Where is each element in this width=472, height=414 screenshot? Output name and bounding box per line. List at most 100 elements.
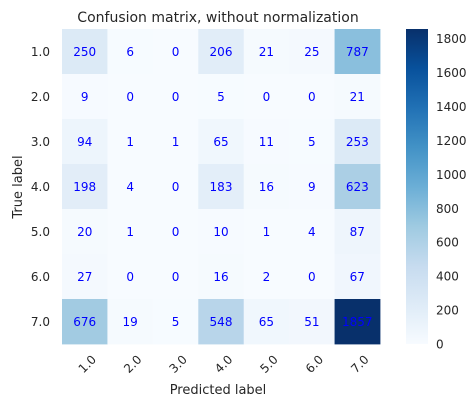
cell-value-label: 25 (304, 45, 319, 59)
cell-value-label: 94 (77, 135, 92, 149)
cell-value-label: 0 (172, 90, 180, 104)
colorbar-tick-label: 200 (436, 304, 459, 318)
cell-value-label: 10 (213, 225, 228, 239)
heatmap-cell (152, 254, 199, 300)
cell-value-label: 253 (346, 135, 369, 149)
cell-value-label: 1 (172, 135, 180, 149)
cell-value-label: 16 (259, 180, 274, 194)
cell-value-label: 21 (259, 45, 274, 59)
colorbar-tick-labels: 0 200 400 600 800 1000 1200 1400 1600 1800 (436, 32, 467, 351)
cell-value-label: 67 (350, 270, 365, 284)
heatmap-cell (152, 74, 199, 120)
x-tick-label: 5.0 (257, 352, 280, 375)
colorbar-tick-label: 400 (436, 270, 459, 284)
cell-value-label: 787 (346, 45, 369, 59)
heatmap-cell (334, 74, 381, 120)
x-tick-label: 3.0 (167, 352, 190, 375)
x-axis-label: Predicted label (170, 383, 267, 398)
heatmap-cell (334, 299, 381, 345)
heatmap-cell (243, 209, 290, 255)
y-tick-label: 3.0 (31, 135, 50, 149)
heatmap-cell (62, 299, 108, 345)
y-tick-label: 5.0 (31, 225, 50, 239)
heatmap-cell (198, 29, 245, 75)
cell-value-label: 0 (308, 90, 316, 104)
x-tick-label: 2.0 (121, 352, 144, 375)
cell-value-label: 0 (126, 90, 134, 104)
heatmap-cell (107, 209, 154, 255)
heatmap-cell (289, 74, 335, 120)
cell-value-label: 9 (81, 90, 89, 104)
heatmap-cell (107, 254, 154, 300)
colorbar-tick-label: 600 (436, 236, 459, 250)
cell-value-label: 1 (126, 135, 134, 149)
cell-value-label: 198 (73, 180, 96, 194)
cell-value-label: 0 (308, 270, 316, 284)
heatmap-cell (107, 29, 154, 75)
heatmap-cell (289, 164, 335, 210)
cell-value-label: 20 (77, 225, 92, 239)
heatmap-cell (289, 254, 335, 300)
x-tick-label: 6.0 (303, 352, 326, 375)
cell-value-label: 0 (172, 270, 180, 284)
x-tick-label: 1.0 (76, 352, 99, 375)
cell-value-label: 0 (172, 225, 180, 239)
heatmap-cell (334, 209, 381, 255)
heatmap-cell (334, 254, 381, 300)
cell-value-label: 51 (304, 315, 319, 329)
cell-value-label: 65 (259, 315, 274, 329)
heatmap-cell (152, 209, 199, 255)
cell-value-label: 5 (308, 135, 316, 149)
heatmap-cell (198, 164, 245, 210)
heatmap-cell (289, 299, 335, 345)
heatmap-cell (107, 299, 154, 345)
cell-value-label: 19 (123, 315, 138, 329)
heatmap-cell (243, 74, 290, 120)
colorbar-tick-label: 0 (436, 338, 444, 352)
cell-value-label: 4 (126, 180, 134, 194)
cell-value-label: 4 (308, 225, 316, 239)
heatmap-cell (62, 209, 108, 255)
colorbar-tick-label: 1600 (436, 66, 467, 80)
heatmap-cell (107, 119, 154, 165)
cell-value-label: 250 (73, 45, 96, 59)
y-tick-labels: 1.0 2.0 3.0 4.0 5.0 6.0 7.0 (31, 45, 50, 329)
cell-value-label: 11 (259, 135, 274, 149)
heatmap-cell (107, 74, 154, 120)
cell-value-label: 206 (210, 45, 233, 59)
heatmap-cell (152, 299, 199, 345)
colorbar-tick-label: 1000 (436, 168, 467, 182)
heatmap-cell (289, 119, 335, 165)
cell-value-label: 1857 (342, 315, 373, 329)
y-axis-label: True label (11, 155, 26, 219)
y-tick-label: 4.0 (31, 180, 50, 194)
heatmap-cell (62, 119, 108, 165)
cell-value-label: 0 (172, 180, 180, 194)
x-tick-label: 7.0 (348, 352, 371, 375)
cell-value-label: 0 (172, 45, 180, 59)
heatmap-cell (198, 119, 245, 165)
cell-value-label: 5 (172, 315, 180, 329)
cell-value-label: 9 (308, 180, 316, 194)
heatmap-cell (243, 29, 290, 75)
chart-title: Confusion matrix, without normalization (77, 10, 358, 26)
heatmap-cell (243, 119, 290, 165)
heatmap-cell (62, 29, 108, 75)
x-tick-labels: 1.0 2.0 3.0 4.0 5.0 6.0 7.0 (76, 352, 372, 375)
cell-value-label: 2 (263, 270, 271, 284)
cell-value-label: 1 (263, 225, 271, 239)
heatmap-cell (243, 299, 290, 345)
heatmap-cell (152, 164, 199, 210)
heatmap-cell (334, 29, 381, 75)
heatmap-cell (62, 164, 108, 210)
cell-value-label: 548 (210, 315, 233, 329)
cell-value-label: 0 (263, 90, 271, 104)
x-tick-label: 4.0 (212, 352, 235, 375)
heatmap-cells (62, 29, 381, 345)
cell-value-label: 16 (213, 270, 228, 284)
colorbar (406, 29, 428, 344)
y-tick-label: 7.0 (31, 315, 50, 329)
heatmap-cell (152, 119, 199, 165)
